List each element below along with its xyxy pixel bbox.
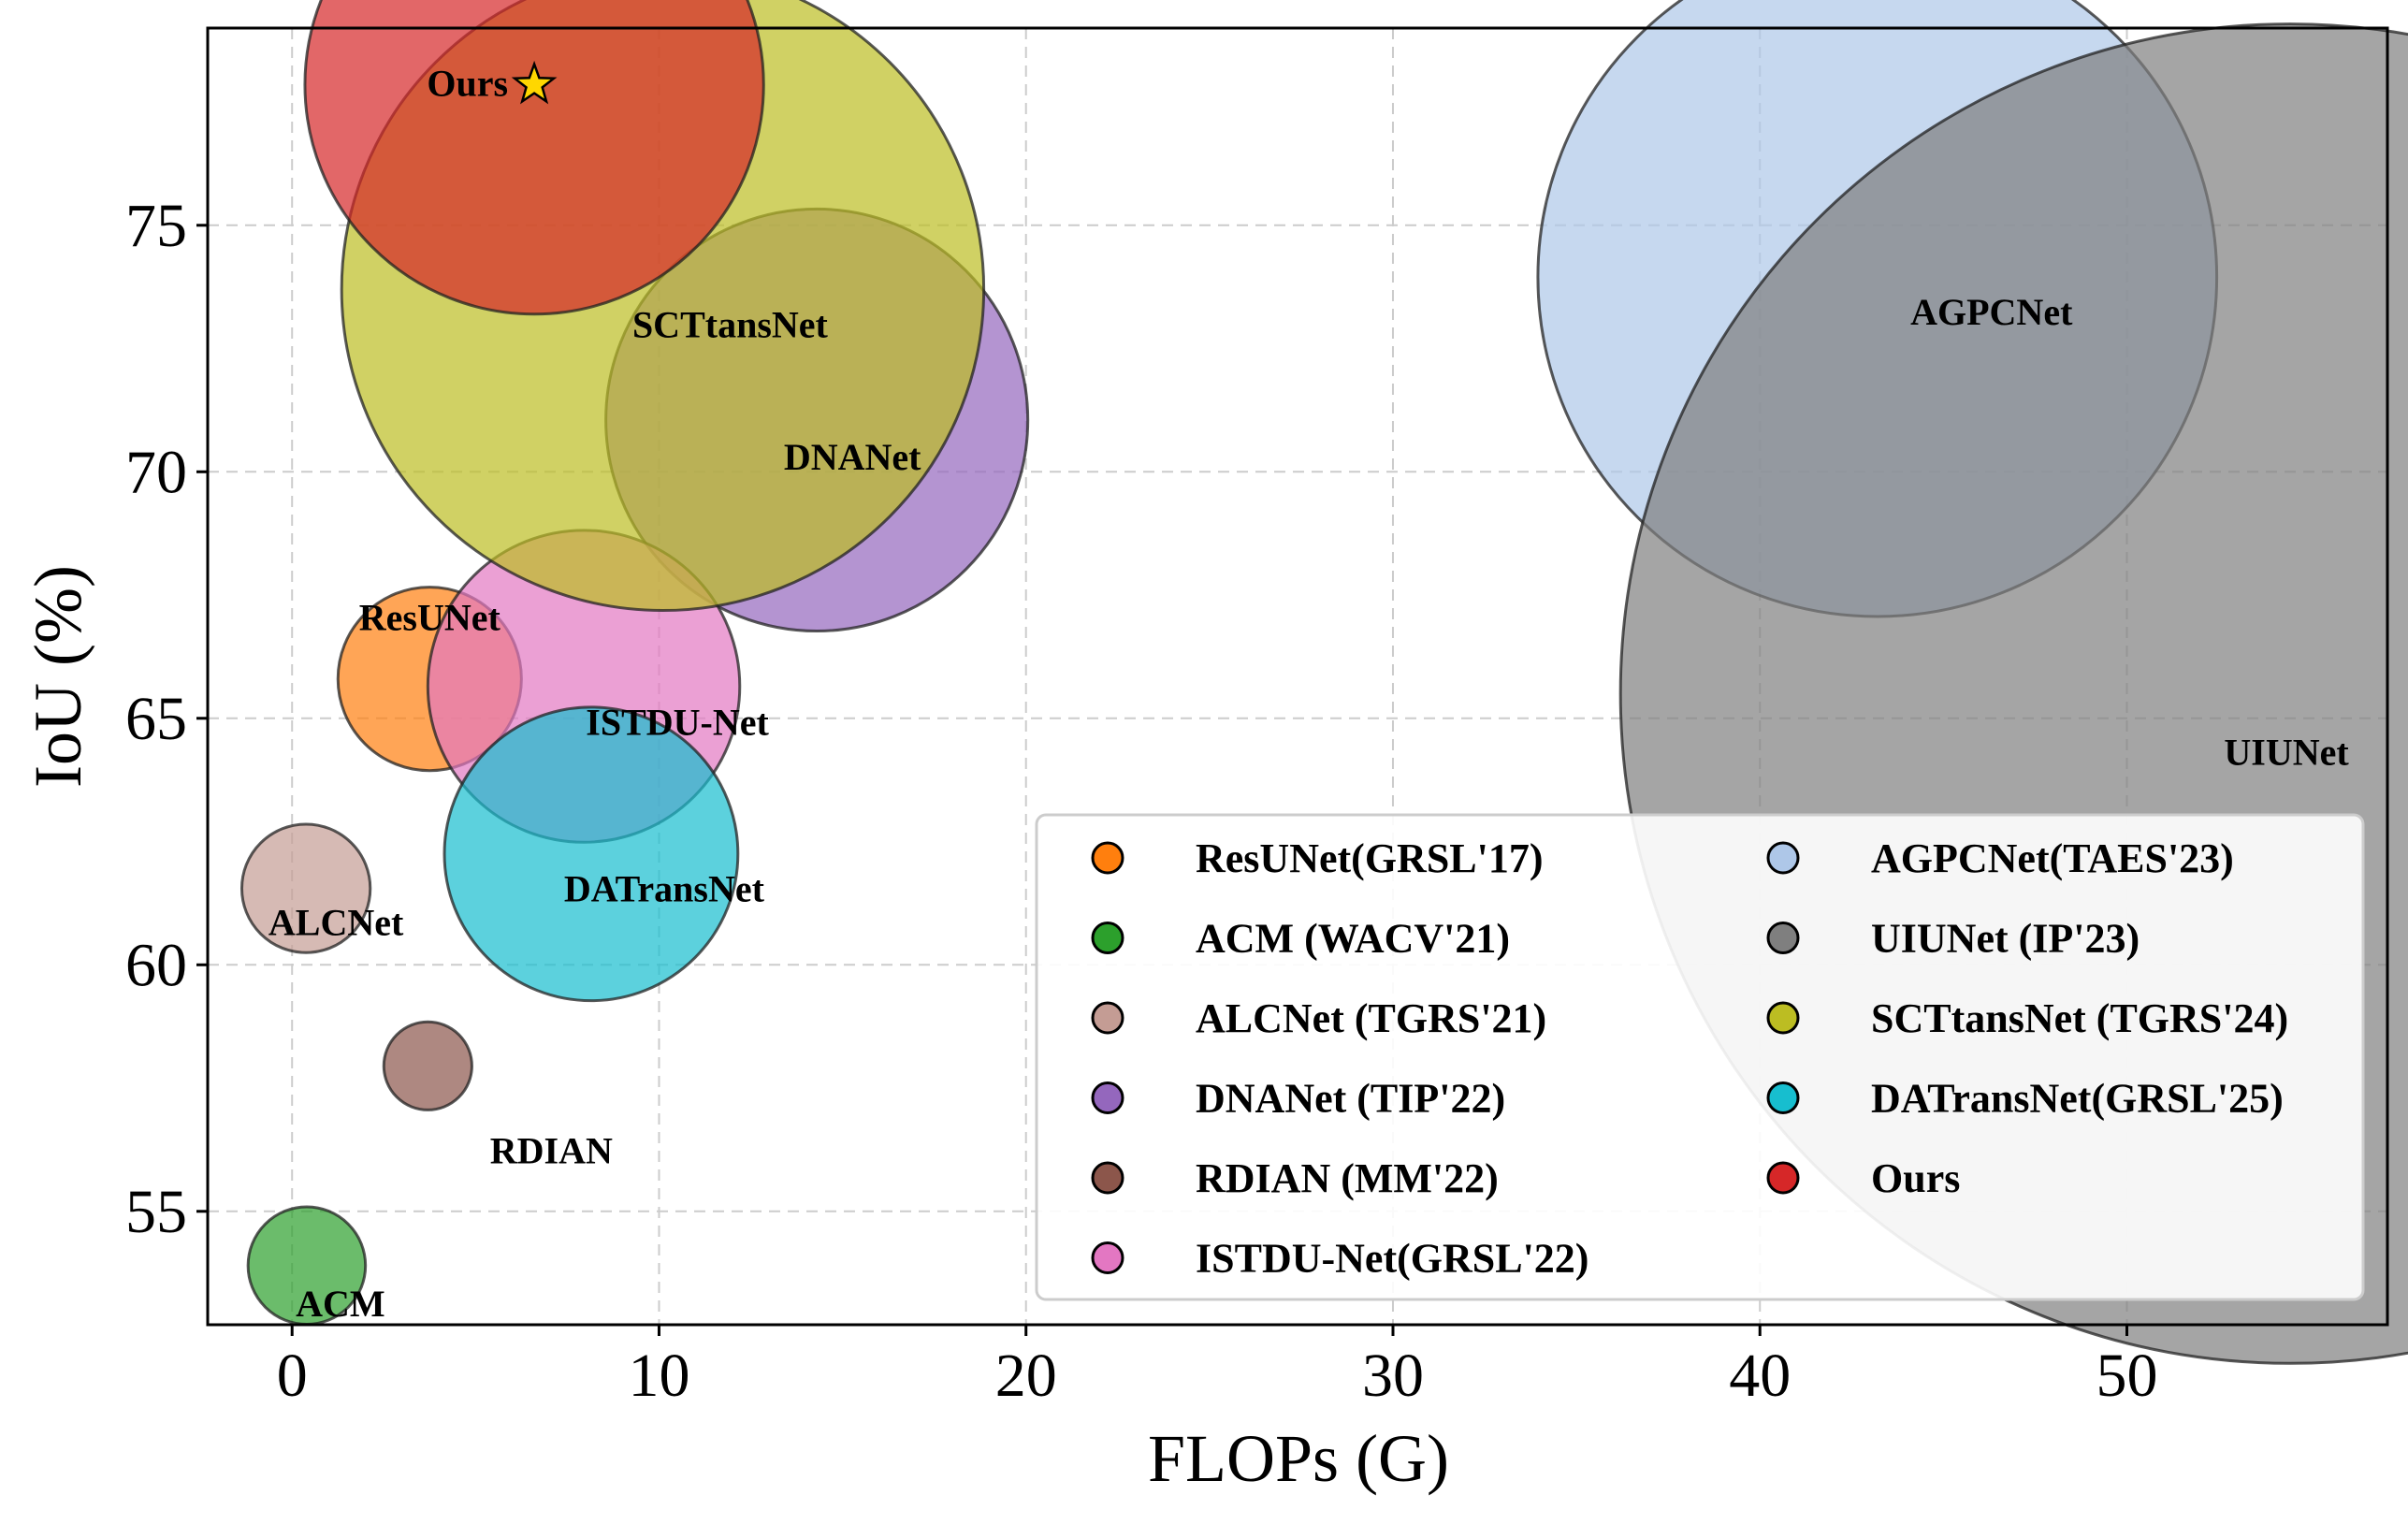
legend-marker <box>1091 841 1124 875</box>
legend-entry-label: ISTDU-Net(GRSL'22) <box>1196 1236 1588 1282</box>
legend-marker <box>1091 1241 1124 1274</box>
legend-entry-label: ALCNet (TGRS'21) <box>1196 995 1546 1041</box>
legend-marker <box>1091 922 1124 954</box>
y-tick-label: 55 <box>125 1178 187 1246</box>
bubble-ours <box>303 0 765 316</box>
plot-frame <box>206 26 2389 1327</box>
bubble-alcnet <box>239 822 372 954</box>
point-label-istdu-net: ISTDU-Net <box>586 702 769 744</box>
x-tick-label: 30 <box>1362 1342 1424 1410</box>
y-tick-label: 65 <box>125 685 187 753</box>
bubble-datransnet <box>442 705 740 1003</box>
legend-entry-label: RDIAN (MM'22) <box>1196 1155 1499 1201</box>
legend-marker <box>1766 841 1800 875</box>
legend-marker <box>1766 1001 1800 1035</box>
star-icon <box>511 60 558 105</box>
legend-entry-label: UIUNet (IP'23) <box>1871 916 2140 962</box>
y-tick-label: 70 <box>125 438 187 506</box>
x-axis-ticks: 0 10 20 30 40 50 <box>277 1325 2157 1410</box>
point-label-acm: ACM <box>296 1283 385 1325</box>
legend-entry-label: AGPCNet(TAES'23) <box>1871 835 2234 881</box>
point-label-datransnet: DATransNet <box>564 868 765 910</box>
point-label-rdian: RDIAN <box>490 1129 613 1171</box>
point-label-ours: Ours <box>427 63 508 105</box>
legend-marker <box>1766 922 1800 954</box>
legend-marker <box>1091 1001 1124 1035</box>
point-label-scttansnet: SCTtansNet <box>632 303 829 345</box>
legend-entry-label: SCTtansNet (TGRS'24) <box>1871 995 2288 1041</box>
legend-entry-label: DATransNet(GRSL'25) <box>1871 1076 2284 1122</box>
x-tick-label: 40 <box>1729 1342 1791 1410</box>
point-label-dnanet: DNANet <box>784 436 921 478</box>
point-labels: ResUNet ACM ALCNet DNANet RDIAN ISTDU-Net AGPC… <box>268 63 2349 1325</box>
legend-box <box>1035 813 2365 1301</box>
point-label-agpcnet: AGPCNet <box>1910 291 2073 333</box>
point-label-alcnet: ALCNet <box>268 902 404 944</box>
x-tick-label: 20 <box>995 1342 1057 1410</box>
point-label-uiunet: UIUNet <box>2224 731 2349 773</box>
y-tick-label: 60 <box>125 931 187 999</box>
legend-marker <box>1766 1081 1800 1114</box>
y-axis-title: IoU (%) <box>21 565 95 788</box>
x-tick-label: 10 <box>628 1342 689 1410</box>
y-tick-label: 75 <box>125 192 187 260</box>
bubble-rdian <box>382 1020 473 1111</box>
point-label-resunet: ResUNet <box>359 597 501 639</box>
legend-marker <box>1766 1161 1800 1195</box>
legend-marker <box>1091 1161 1124 1195</box>
x-tick-label: 0 <box>277 1342 308 1410</box>
legend-marker <box>1091 1081 1124 1114</box>
legend: ResUNet(GRSL'17) ACM (WACV'21) ALCNet (TGR… <box>1035 813 2365 1301</box>
legend-entry-label: DNANet (TIP'22) <box>1196 1076 1505 1122</box>
legend-entry-label: Ours <box>1871 1155 1960 1201</box>
legend-entry-label: ACM (WACV'21) <box>1196 916 1510 962</box>
legend-entry-label: ResUNet(GRSL'17) <box>1196 835 1544 881</box>
x-axis-title: FLOPs (G) <box>1148 1421 1449 1496</box>
x-tick-label: 50 <box>2096 1342 2157 1410</box>
y-axis-ticks: 55 60 65 70 75 <box>125 192 208 1246</box>
